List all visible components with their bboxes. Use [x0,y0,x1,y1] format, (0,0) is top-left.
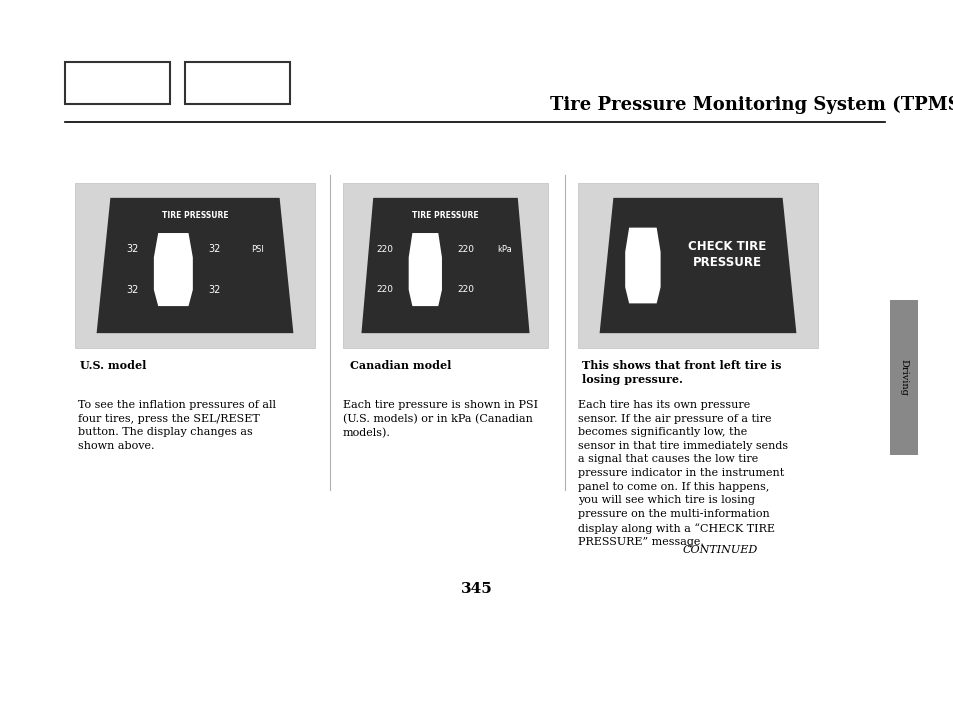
Text: 32: 32 [209,244,221,254]
Text: kPa: kPa [497,245,511,253]
Polygon shape [408,233,441,306]
Bar [578,183,817,348]
Bar [75,183,314,348]
Text: TIRE PRESSURE: TIRE PRESSURE [161,211,228,220]
Polygon shape [96,198,294,333]
Text: Driving: Driving [899,359,907,396]
Text: Tire Pressure Monitoring System (TPMS): Tire Pressure Monitoring System (TPMS) [550,96,953,114]
Text: CONTINUED: CONTINUED [681,545,757,555]
Bar [343,183,547,348]
Bar [65,62,170,104]
Text: 32: 32 [126,285,138,295]
Text: Canadian model: Canadian model [350,360,451,371]
Text: U.S. model: U.S. model [80,360,146,371]
Text: 32: 32 [126,244,138,254]
Text: 220: 220 [456,245,474,253]
Text: 220: 220 [456,285,474,295]
Text: TIRE PRESSURE: TIRE PRESSURE [412,211,478,220]
Polygon shape [599,198,796,333]
Text: 220: 220 [376,285,393,295]
Polygon shape [624,228,659,303]
Bar [889,300,917,455]
Bar [185,62,290,104]
Polygon shape [361,198,529,333]
Text: CHECK TIRE
PRESSURE: CHECK TIRE PRESSURE [688,240,766,269]
Text: 32: 32 [209,285,221,295]
Text: Each tire has its own pressure
sensor. If the air pressure of a tire
becomes sig: Each tire has its own pressure sensor. I… [578,400,787,547]
Text: To see the inflation pressures of all
four tires, press the SEL/RESET
button. Th: To see the inflation pressures of all fo… [78,400,275,451]
Text: This shows that front left tire is
losing pressure.: This shows that front left tire is losin… [581,360,781,385]
Text: PSI: PSI [252,245,264,253]
Text: 345: 345 [460,582,493,596]
Text: Each tire pressure is shown in PSI
(U.S. models) or in kPa (Canadian
models).: Each tire pressure is shown in PSI (U.S.… [343,400,537,438]
Polygon shape [153,233,193,306]
Text: 220: 220 [376,245,393,253]
